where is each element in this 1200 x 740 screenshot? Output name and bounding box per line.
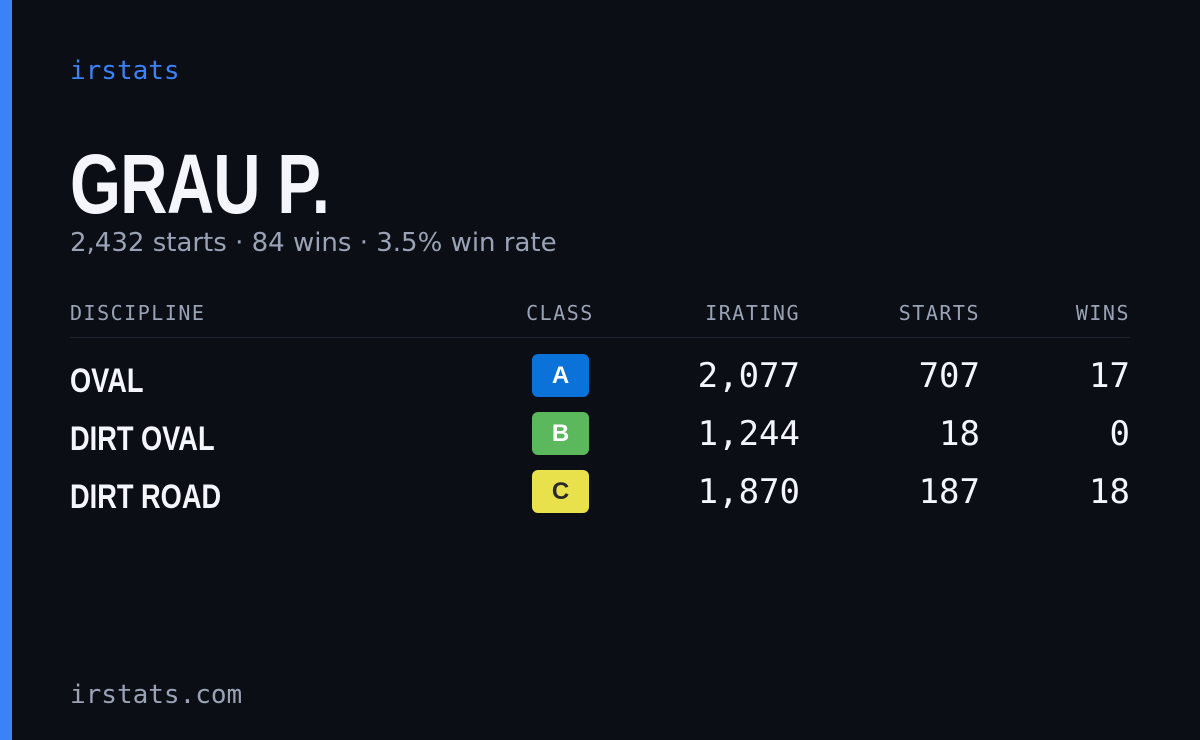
wins: 0 bbox=[1109, 414, 1130, 454]
starts: 18 bbox=[939, 414, 980, 454]
irating: 1,244 bbox=[697, 414, 800, 454]
irating: 1,870 bbox=[697, 472, 800, 512]
discipline: DIRT ROAD bbox=[70, 478, 222, 516]
driver-summary: 2,432 starts · 84 wins · 3.5% win rate bbox=[70, 228, 557, 258]
divider bbox=[70, 337, 1130, 338]
column-header: DISCIPLINE bbox=[70, 301, 206, 325]
class-badge: A bbox=[532, 354, 589, 397]
class-badge: C bbox=[532, 470, 589, 513]
column-header: WINS bbox=[1075, 301, 1130, 325]
discipline: DIRT OVAL bbox=[70, 420, 215, 458]
wins: 17 bbox=[1089, 356, 1130, 396]
starts: 187 bbox=[918, 472, 980, 512]
accent-bar bbox=[0, 0, 12, 740]
irating: 2,077 bbox=[697, 356, 800, 396]
column-header: IRATING bbox=[705, 301, 800, 325]
footer: irstats.com bbox=[70, 680, 243, 710]
starts: 707 bbox=[918, 356, 980, 396]
class-badge: B bbox=[532, 412, 589, 455]
column-header: STARTS bbox=[898, 301, 980, 325]
driver-name: GRAU P. bbox=[70, 137, 330, 231]
column-header: CLASS bbox=[526, 301, 594, 325]
wins: 18 bbox=[1089, 472, 1130, 512]
discipline: OVAL bbox=[70, 362, 144, 400]
brand: irstats bbox=[70, 56, 180, 86]
